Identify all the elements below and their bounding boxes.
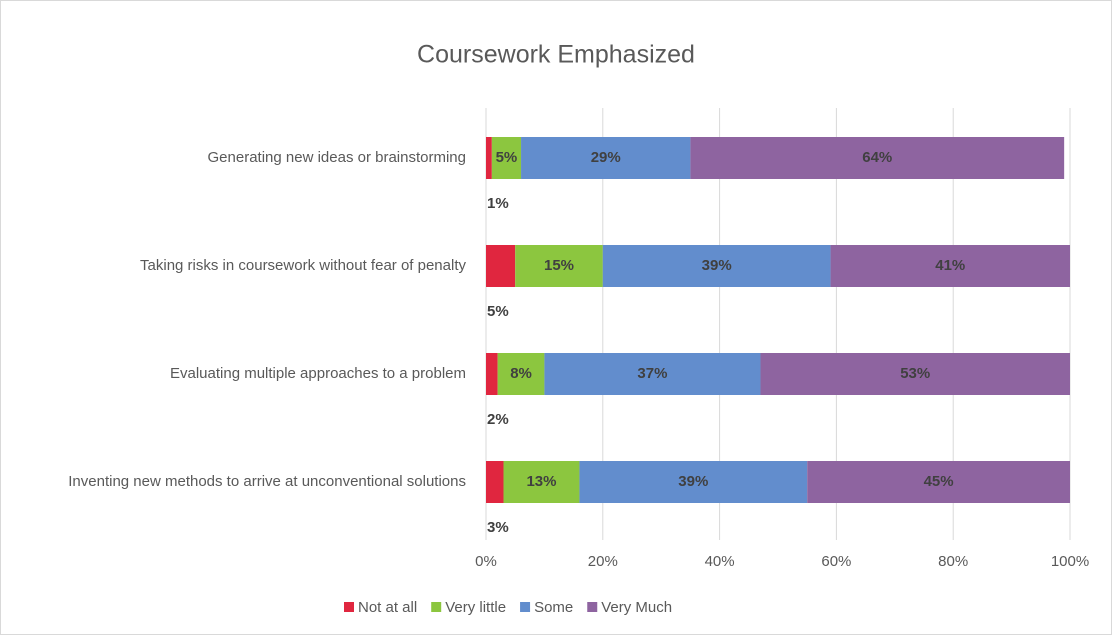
bar-segment: [807, 461, 1070, 503]
bar-segment: [544, 353, 761, 395]
x-tick-label: 20%: [588, 553, 618, 570]
bar-segment: [690, 137, 1065, 179]
data-label: 5%: [487, 303, 509, 320]
data-label: 2%: [487, 411, 509, 428]
bar-segment: [486, 245, 516, 287]
data-label: 15%: [544, 257, 574, 274]
bar-segment: [486, 461, 504, 503]
x-tick-label: 60%: [821, 553, 851, 570]
bar-segment: [497, 353, 545, 395]
y-tick-label: Generating new ideas or brainstorming: [207, 149, 466, 166]
legend-swatch: [344, 602, 354, 612]
legend-label: Very little: [445, 599, 506, 616]
x-tick-label: 0%: [475, 553, 497, 570]
y-tick-label: Evaluating multiple approaches to a prob…: [169, 365, 466, 382]
data-label: 3%: [487, 519, 509, 536]
data-label: 64%: [862, 149, 892, 166]
bar-segment: [521, 137, 691, 179]
data-label: 8%: [510, 365, 532, 382]
x-tick-label: 40%: [705, 553, 735, 570]
chart-title: Coursework Emphasized: [417, 41, 695, 69]
legend-label: Not at all: [358, 599, 417, 616]
bar-segment: [515, 245, 603, 287]
legend-label: Very Much: [601, 599, 672, 616]
x-tick-label: 100%: [1051, 553, 1089, 570]
data-label: 1%: [487, 195, 509, 212]
data-label: 41%: [935, 257, 965, 274]
data-label: 53%: [900, 365, 930, 382]
bar-segment: [579, 461, 808, 503]
y-tick-label: Taking risks in coursework without fear …: [140, 257, 466, 274]
legend-swatch: [431, 602, 442, 612]
y-tick-label: Inventing new methods to arrive at uncon…: [68, 473, 466, 490]
data-label: 45%: [924, 473, 954, 490]
data-label: 29%: [591, 149, 621, 166]
data-label: 5%: [496, 149, 518, 166]
data-label: 13%: [526, 473, 556, 490]
bar-segment: [760, 353, 1070, 395]
legend-label: Some: [534, 599, 573, 616]
x-tick-label: 80%: [938, 553, 968, 570]
bar-segment: [830, 245, 1070, 287]
bar-segment: [486, 137, 492, 179]
legend-swatch: [587, 602, 598, 612]
bar-segment: [602, 245, 831, 287]
data-label: 37%: [637, 365, 667, 382]
bar-segment: [486, 353, 498, 395]
legend-swatch: [520, 602, 531, 612]
bar-segment: [503, 461, 580, 503]
data-label: 39%: [678, 473, 708, 490]
bar-segment: [491, 137, 522, 179]
data-label: 39%: [702, 257, 732, 274]
